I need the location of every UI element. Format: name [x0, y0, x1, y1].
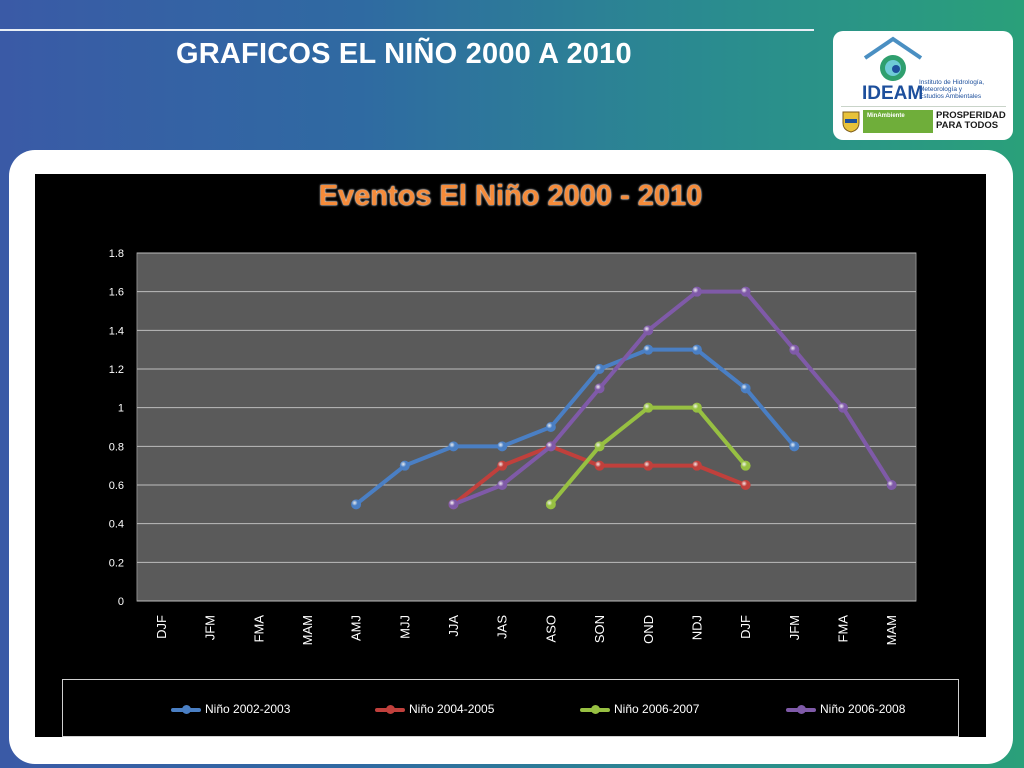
data-point	[351, 499, 362, 510]
ministry-logo: MinAmbiente	[863, 110, 933, 133]
y-tick-label: 0	[118, 596, 124, 608]
legend-marker	[182, 705, 191, 714]
x-tick-label: AMJ	[349, 615, 364, 641]
data-point	[740, 383, 751, 394]
chart-area: 0 0.2 0.4 0.6 0.8 1 1.2 1.4 1.6 1.8 DJF JFM FMA MAM AM…	[35, 174, 986, 737]
slide-title: GRAFICOS EL NIÑO 2000 A 2010	[176, 38, 632, 70]
x-tick-label: OND	[641, 615, 656, 644]
data-point	[740, 286, 751, 297]
data-point	[594, 441, 605, 452]
y-tick-label: 1.8	[109, 248, 124, 260]
legend-marker	[797, 705, 806, 714]
prosperity-line: PARA TODOS	[936, 120, 999, 131]
data-point	[594, 364, 605, 374]
data-point	[545, 441, 556, 452]
legend-item: Niño 2006-2007	[580, 702, 700, 716]
data-point	[643, 344, 654, 355]
x-tick-label: JAS	[495, 615, 510, 639]
data-point	[643, 460, 654, 471]
logo-divider	[841, 106, 1006, 107]
institute-line: Instituto de Hidrología,	[919, 79, 985, 86]
legend-label: Niño 2002-2003	[205, 702, 291, 716]
data-point	[497, 441, 508, 452]
y-tick-label: 0.6	[109, 480, 124, 492]
x-tick-label: SON	[592, 615, 607, 643]
series-line	[451, 289, 894, 507]
chart-legend: Niño 2002-2003 Niño 2004-2005 Niño 2006-…	[62, 679, 959, 737]
line-chart: 0 0.2 0.4 0.6 0.8 1 1.2 1.4 1.6 1.8 DJF JFM FMA MAM AM…	[109, 248, 917, 645]
data-point	[545, 422, 556, 432]
data-point	[497, 460, 508, 471]
x-tick-label: JFM	[787, 615, 802, 640]
data-point	[691, 344, 702, 355]
institute-line: Estudios Ambientales	[919, 93, 982, 100]
data-point	[789, 344, 800, 355]
x-tick-label: ASO	[543, 615, 558, 642]
data-point	[837, 402, 848, 413]
data-point	[448, 499, 459, 510]
data-point	[789, 441, 800, 452]
data-point	[691, 402, 702, 413]
ideam-institute-name: Instituto de Hidrología, Meteorología y …	[919, 79, 1009, 100]
x-tick-label: MAM	[300, 615, 315, 645]
legend-label: Niño 2004-2005	[409, 702, 495, 716]
ideam-wordmark: IDEAM	[862, 83, 924, 104]
x-tick-label: MAM	[884, 615, 899, 645]
x-tick-label: DJF	[154, 615, 169, 639]
y-tick-label: 0.8	[109, 441, 124, 453]
y-tick-label: 1.2	[109, 364, 124, 376]
y-tick-label: 1.4	[109, 325, 124, 337]
institute-line: Meteorología y	[919, 86, 962, 93]
legend-marker	[386, 705, 395, 714]
x-tick-label: DJF	[738, 615, 753, 639]
data-point	[545, 499, 556, 510]
legend-label: Niño 2006-2008	[820, 702, 906, 716]
legend-item: Niño 2004-2005	[375, 702, 495, 716]
legend-marker	[591, 705, 600, 714]
prosperidad-logo: PROSPERIDAD PARA TODOS	[936, 111, 1006, 131]
legend-item: Niño 2002-2003	[171, 702, 291, 716]
data-point	[740, 480, 751, 490]
y-tick-label: 0.4	[109, 519, 124, 531]
x-tick-label: FMA	[251, 615, 266, 643]
plot-area	[136, 252, 917, 602]
x-tick-label: JJA	[446, 615, 461, 637]
data-point	[448, 441, 459, 452]
top-rule	[0, 29, 814, 31]
colombia-shield-icon	[842, 111, 860, 133]
data-point	[594, 460, 605, 471]
chart-title: Eventos El Niño 2000 - 2010	[318, 180, 703, 212]
data-point	[691, 286, 702, 297]
ideam-emblem-icon	[863, 36, 923, 81]
data-point	[886, 480, 897, 490]
y-tick-label: 1	[118, 403, 124, 415]
data-point	[691, 460, 702, 471]
x-tick-label: FMA	[836, 615, 851, 643]
ideam-logo: IDEAM Instituto de Hidrología, Meteorolo…	[833, 31, 1013, 140]
y-tick-label: 1.6	[109, 287, 124, 299]
data-point	[497, 480, 508, 490]
data-point	[399, 460, 410, 471]
prosperity-line: PROSPERIDAD	[936, 110, 1006, 121]
x-tick-label: NDJ	[689, 615, 704, 640]
x-tick-label: MJJ	[397, 615, 412, 639]
y-tick-label: 0.2	[109, 557, 124, 569]
series-line	[354, 347, 797, 507]
data-point	[643, 325, 654, 336]
data-point	[594, 383, 605, 394]
data-point	[740, 460, 751, 471]
legend-item: Niño 2006-2008	[786, 702, 906, 716]
data-point	[643, 402, 654, 413]
x-tick-label: JFM	[203, 615, 218, 640]
legend-label: Niño 2006-2007	[614, 702, 700, 716]
